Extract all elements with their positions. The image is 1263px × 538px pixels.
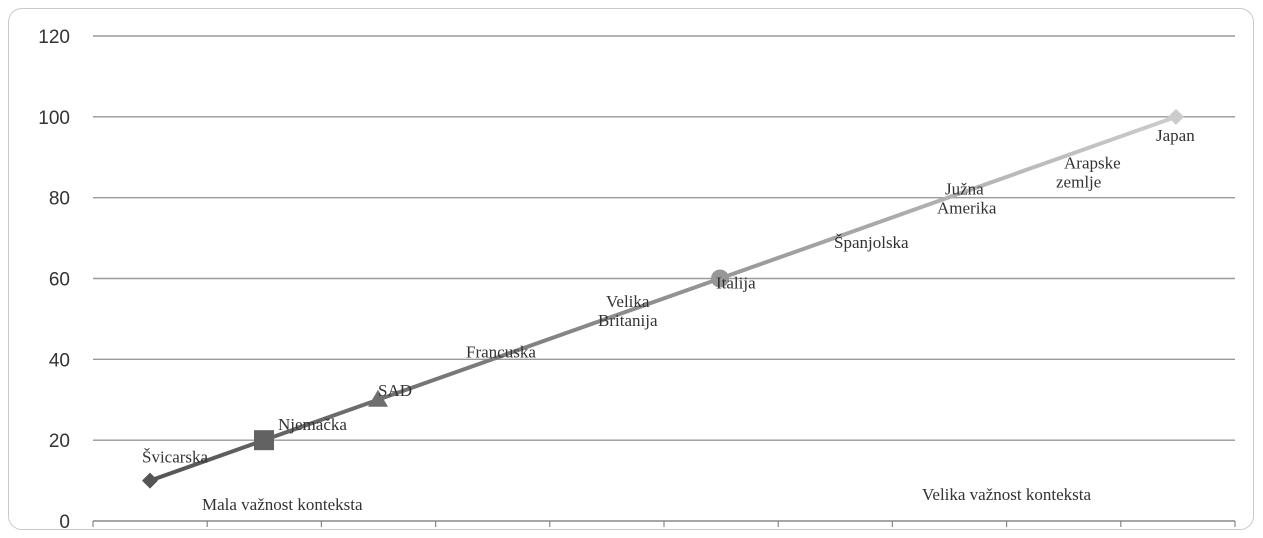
y-tick-label-20: 20: [49, 431, 70, 452]
point-label-line: Britanija: [598, 311, 658, 330]
point-label-10: Japan: [1156, 126, 1195, 145]
y-tick-label-60: 60: [49, 270, 70, 291]
point-label-2: Njemačka: [278, 415, 347, 434]
y-tick-label-80: 80: [49, 189, 70, 210]
y-tick-label-100: 100: [38, 108, 70, 129]
data-point-2: [254, 430, 274, 451]
point-label-4: Francuska: [466, 342, 536, 361]
annotation-high: Velika važnost konteksta: [922, 485, 1091, 504]
data-point-10: [1168, 108, 1184, 125]
point-label-6: Italija: [716, 274, 756, 293]
y-tick-label-0: 0: [59, 512, 70, 533]
point-label-line: Španjolska: [834, 233, 909, 252]
point-label-line: Amerika: [937, 199, 997, 218]
point-label-line: Italija: [716, 274, 756, 293]
point-label-line: Japan: [1156, 126, 1195, 145]
chart-frame: [8, 8, 1254, 530]
point-label-8: Južna Amerika: [937, 180, 997, 218]
y-tick-label-40: 40: [49, 350, 70, 371]
point-label-line: SAD: [378, 381, 412, 400]
point-label-line: Njemačka: [278, 415, 347, 434]
data-point-1: [142, 472, 158, 489]
point-label-line: Švicarska: [142, 448, 209, 467]
point-label-line: Francuska: [466, 342, 536, 361]
series-line: [148, 114, 1178, 483]
point-label-1: Švicarska: [142, 448, 209, 467]
data-point-6: [711, 269, 729, 288]
point-label-7: Španjolska: [834, 233, 909, 252]
y-tick-label-120: 120: [38, 27, 70, 48]
point-label-line: Velika: [606, 292, 650, 311]
point-label-5: Velika Britanija: [598, 292, 658, 330]
point-label-line: zemlje: [1056, 172, 1101, 191]
data-point-3: [368, 389, 388, 407]
annotation-low: Mala važnost konteksta: [202, 495, 363, 514]
point-label-3: SAD: [378, 381, 412, 400]
point-label-line: Južna: [945, 180, 984, 199]
point-label-line: Arapske: [1064, 153, 1121, 172]
point-label-9: Arapske zemlje: [1056, 153, 1121, 191]
